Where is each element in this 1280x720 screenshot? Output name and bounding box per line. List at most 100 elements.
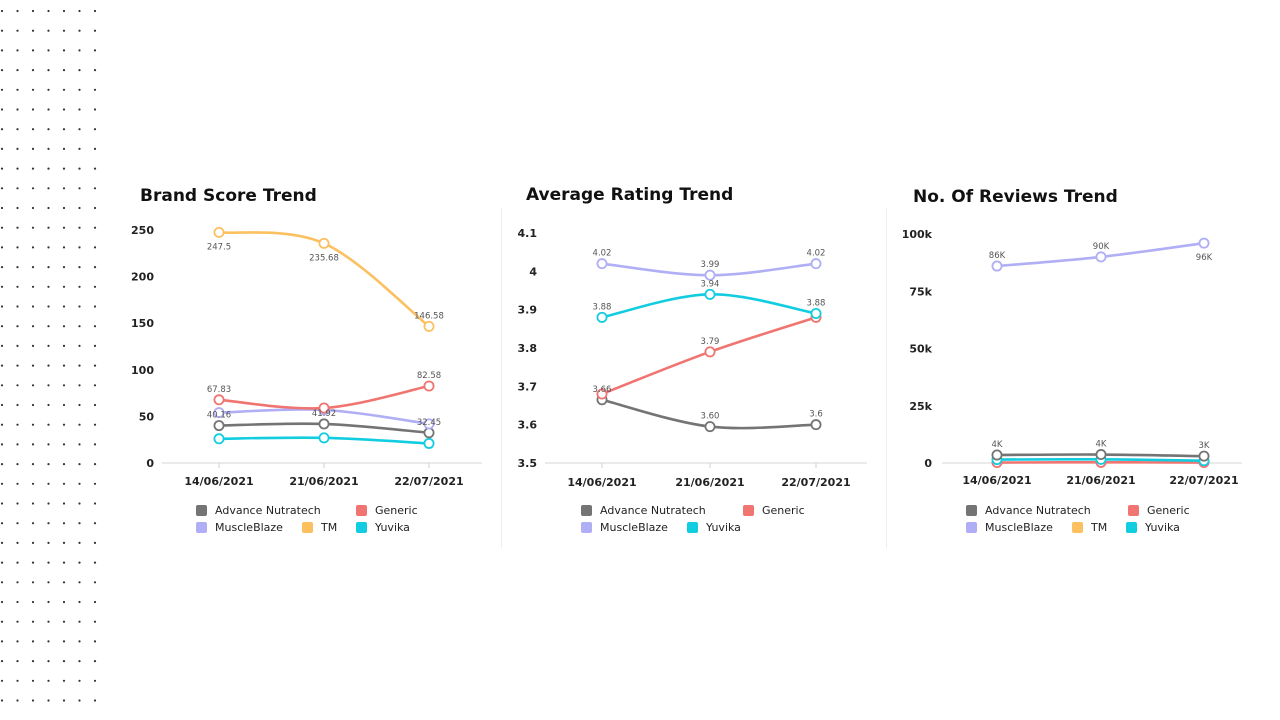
data-point[interactable] [318,402,330,414]
decoration-dot [0,344,4,347]
y-tick-label: 4.1 [518,227,538,240]
legend-item[interactable]: MuscleBlaze [581,521,668,535]
data-point[interactable] [810,307,822,319]
decoration-dot [47,108,50,111]
data-point[interactable] [213,407,225,419]
reviews-line-chart: 0 25k 50k 75k 100k 14/06/2021 21/06/2021 22/07/… [902,228,1242,487]
data-point[interactable] [704,421,716,433]
decoration-dot [62,423,66,426]
data-point[interactable] [704,288,716,300]
data-point[interactable] [596,388,608,400]
data-point[interactable] [423,427,435,439]
legend-item[interactable]: Generic [356,504,418,518]
decoration-dot [31,69,35,72]
x-tick-label: 21/06/2021 [289,475,358,488]
data-point[interactable] [423,380,435,392]
decoration-dot [78,463,81,466]
decoration-dot [16,246,19,249]
data-point[interactable] [596,311,608,323]
data-point[interactable] [213,420,225,432]
legend-item[interactable]: Yuvika [1126,521,1180,535]
decoration-dot [62,206,66,210]
decoration-dot [93,561,97,564]
decoration-dot [78,305,81,308]
decoration-dot [47,29,50,32]
x-tick-label: 22/07/2021 [394,475,463,488]
data-label: 3.88 [593,302,612,312]
decoration-dot [0,600,4,604]
decoration-dot [62,88,66,91]
data-point[interactable] [318,432,330,444]
data-point[interactable] [1198,450,1210,462]
average-rating-line-chart: 3.53.63.73.83.944.114/06/2021 21/06/2021 2… [518,227,867,489]
data-point[interactable] [318,418,330,430]
data-point[interactable] [213,226,225,238]
decoration-dot [16,108,19,111]
data-label: 67.83 [207,385,231,395]
decoration-dot [16,600,19,604]
decoration-dot [93,69,97,72]
decoration-dot [31,226,35,229]
decoration-dot [16,482,19,485]
decoration-dot [93,699,97,702]
legend-item[interactable]: Advance Nutratech [581,504,706,518]
decoration-dot [47,325,50,328]
decoration-dot [0,384,4,387]
legend-item[interactable]: Generic [1128,504,1190,518]
decoration-dot [16,364,19,367]
legend-item[interactable]: Yuvika [687,521,741,535]
data-label: 4.02 [807,249,826,259]
data-point[interactable] [991,260,1003,272]
legend-item[interactable]: Yuvika [356,521,410,535]
data-label: 86K [989,251,1006,261]
decoration-dot [31,581,35,584]
panel-divider [886,208,887,548]
y-tick-label: 150 [131,317,154,330]
decoration-dot [62,325,66,328]
decoration-dot [93,600,97,604]
data-point[interactable] [423,437,435,449]
data-point[interactable] [213,433,225,445]
decoration-dot [62,246,66,249]
decoration-dot [62,305,66,308]
decoration-dot [16,581,19,584]
decoration-dot [62,167,66,170]
legend-item[interactable]: MuscleBlaze [966,521,1053,535]
legend-item[interactable]: TM [1072,521,1107,535]
data-point[interactable] [423,418,435,430]
data-point[interactable] [318,237,330,249]
legend-label: Generic [1147,504,1190,517]
legend-item[interactable]: Generic [743,504,805,518]
decoration-dot [47,384,50,387]
decoration-dot [78,206,81,210]
data-point[interactable] [991,449,1003,461]
data-point[interactable] [810,419,822,431]
legend-item[interactable]: Advance Nutratech [196,504,321,518]
decoration-dot [47,167,50,170]
decoration-dot [62,660,66,663]
data-point[interactable] [704,346,716,358]
data-point[interactable] [423,320,435,332]
decoration-dot [16,344,19,347]
data-point[interactable] [596,258,608,270]
data-point[interactable] [1095,251,1107,263]
data-point[interactable] [213,394,225,406]
legend-item[interactable]: TM [302,521,337,535]
decoration-dot [31,364,35,367]
legend-item[interactable]: Advance Nutratech [966,504,1091,518]
legend-item[interactable]: MuscleBlaze [196,521,283,535]
decoration-dot [93,167,97,170]
data-point[interactable] [810,258,822,270]
decoration-dot [0,266,4,269]
legend-label: Advance Nutratech [985,504,1091,517]
decoration-dot [78,581,81,584]
data-point[interactable] [1198,237,1210,249]
y-tick-label: 3.9 [518,304,538,317]
brand-score-line-chart: 0 50 100 150 200 250 14/06/2021 21/06/2021 22/07… [131,224,482,488]
legend-label: Yuvika [1145,521,1180,534]
data-point[interactable] [704,269,716,281]
decoration-dot [16,29,19,32]
decoration-dot [31,463,35,466]
decoration-dot [93,285,97,288]
data-point[interactable] [1095,449,1107,461]
